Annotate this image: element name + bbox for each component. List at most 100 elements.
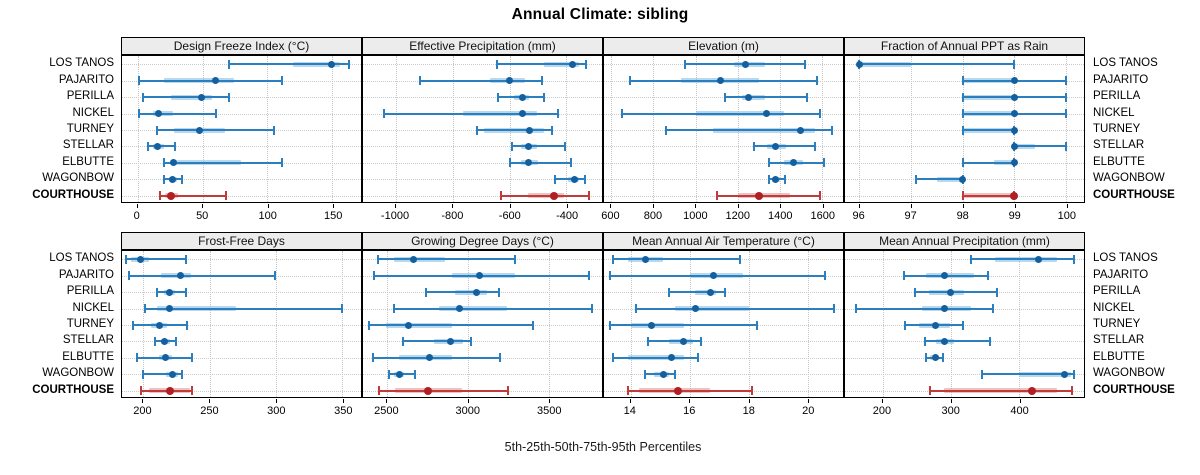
axis-tick: [276, 399, 278, 403]
gridline-vertical: [1019, 251, 1021, 397]
axis-tick-label: 97: [904, 210, 917, 222]
p5-p95-whisker: [609, 274, 826, 277]
whisker-cap-left: [499, 191, 502, 201]
axis-tick-label: 1600: [810, 210, 836, 222]
p5-p95-whisker: [377, 258, 515, 261]
panel-elevation-m: [603, 55, 844, 203]
whisker-cap-right: [227, 92, 230, 102]
p5-p95-whisker: [612, 356, 699, 359]
site-label-right: NICKEL: [1093, 301, 1135, 314]
whisker-cap-left: [142, 369, 145, 379]
median-dot-courthouse: [1010, 191, 1019, 200]
axis-tick-label: 20: [802, 405, 815, 417]
gridline-vertical: [276, 251, 278, 397]
axis-tick-label: 100: [1057, 210, 1076, 222]
whisker-cap-right: [513, 254, 516, 264]
gridline-horizontal: [122, 374, 361, 376]
panel-strip-effective-precipitation-mm: Effective Precipitation (mm): [362, 37, 603, 55]
median-dot-elbutte: [162, 354, 170, 362]
site-label-left: NICKEL: [72, 106, 114, 119]
axis-tick: [950, 399, 952, 403]
median-dot-courthouse: [165, 386, 174, 395]
gridline-horizontal: [122, 341, 361, 343]
p5-p95-whisker: [142, 96, 229, 99]
whisker-cap-right: [180, 174, 183, 184]
gridline-vertical: [1065, 56, 1067, 202]
panel-strip-growing-degree-days-c: Growing Degree Days (°C): [362, 232, 603, 250]
whisker-cap-right: [569, 158, 572, 168]
median-dot-nickel: [1010, 110, 1018, 118]
whisker-cap-left: [371, 353, 374, 363]
median-dot-elbutte: [932, 354, 940, 362]
p5-p95-whisker: [916, 178, 963, 181]
median-dot-wagonbow: [571, 175, 579, 183]
median-dot-los-tanos: [855, 60, 863, 68]
median-dot-stellar: [680, 337, 688, 345]
whisker-cap-right: [962, 320, 965, 330]
whisker-cap-left: [854, 304, 857, 314]
panel-title: Growing Degree Days (°C): [411, 234, 554, 248]
p5-p95-whisker: [425, 291, 499, 294]
axis-tick: [737, 204, 739, 208]
whisker-cap-right: [992, 304, 995, 314]
whisker-cap-right: [591, 304, 594, 314]
axis-tick-label: 300: [267, 405, 286, 417]
whisker-cap-right: [1073, 369, 1076, 379]
axis-tick: [395, 204, 396, 208]
p5-p95-whisker: [509, 161, 571, 164]
whisker-cap-left: [724, 92, 727, 102]
axis-tick: [1066, 204, 1068, 208]
whisker-cap-right: [414, 369, 417, 379]
median-dot-courthouse: [1028, 386, 1037, 395]
median-dot-los-tanos: [409, 255, 417, 263]
axis-tick: [549, 399, 551, 403]
median-dot-courthouse: [549, 191, 558, 200]
whisker-cap-right: [756, 320, 759, 330]
whisker-cap-right: [564, 141, 566, 151]
site-label-right: STELLAR: [1093, 139, 1145, 152]
whisker-cap-left: [155, 287, 158, 297]
whisker-cap-left: [768, 174, 771, 184]
whisker-cap-left: [961, 191, 964, 201]
whisker-cap-right: [750, 386, 753, 396]
p5-p95-whisker: [159, 194, 226, 197]
gridline-horizontal: [122, 97, 361, 99]
panel-strip-mean-annual-precipitation-mm: Mean Annual Precipitation (mm): [844, 232, 1085, 250]
p5-p95-whisker: [496, 63, 587, 66]
axis-tick-label: 400: [1010, 405, 1029, 417]
whisker-cap-left: [154, 336, 157, 346]
axis-caption: 5th-25th-50th-75th-95th Percentiles: [504, 440, 702, 454]
gridline-horizontal: [845, 146, 1084, 148]
axis-tick: [343, 399, 345, 403]
whisker-cap-right: [995, 287, 998, 297]
axis-tick-label: 50: [196, 210, 209, 222]
site-label-left: WAGONBOW: [42, 172, 114, 185]
median-dot-wagonbow: [395, 370, 403, 378]
whisker-cap-left: [137, 76, 140, 86]
p5-p95-whisker: [753, 145, 815, 148]
whisker-cap-left: [929, 386, 932, 396]
panel-strip-mean-annual-air-temperature-c: Mean Annual Air Temperature (°C): [603, 232, 844, 250]
axis-tick-label: 18: [742, 405, 755, 417]
site-label-left: COURTHOUSE: [32, 383, 114, 396]
axis-tick: [452, 204, 454, 208]
panel-effective-precipitation-mm: [362, 55, 603, 203]
gridline-horizontal: [604, 97, 843, 99]
whisker-cap-left: [373, 271, 376, 281]
whisker-cap-right: [989, 336, 992, 346]
p5-p95-whisker: [915, 291, 997, 294]
whisker-cap-left: [143, 304, 146, 314]
panel-strip-frost-free-days: Frost-Free Days: [121, 232, 362, 250]
whisker-cap-left: [378, 386, 381, 396]
axis-tick-label: 1000: [683, 210, 708, 222]
axis-tick: [695, 204, 697, 208]
median-dot-wagonbow: [1061, 370, 1069, 378]
axis-tick: [808, 399, 810, 403]
median-dot-courthouse: [424, 386, 433, 395]
axis-tick: [136, 204, 138, 208]
panel-design-freeze-index-c: [121, 55, 362, 203]
axis-tick-label: 800: [643, 210, 663, 222]
gridline-horizontal: [122, 259, 361, 261]
site-label-right: PERILLA: [1093, 90, 1141, 103]
panel-frost-free-days: [121, 250, 362, 398]
